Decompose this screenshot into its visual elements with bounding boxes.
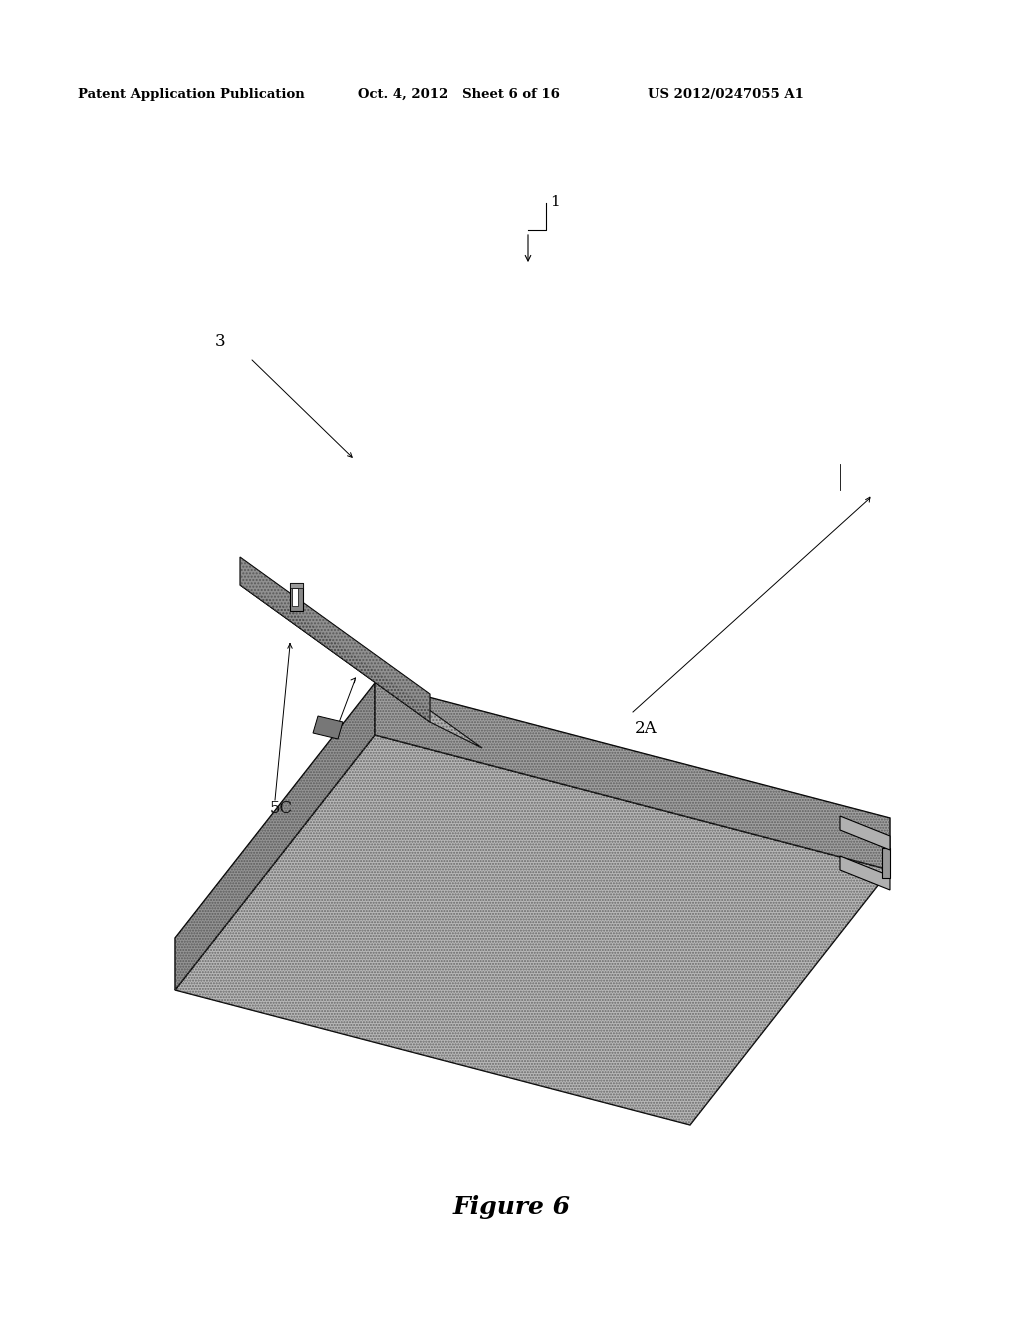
- Text: 1: 1: [550, 195, 560, 209]
- Polygon shape: [292, 587, 298, 606]
- Text: 3: 3: [215, 333, 225, 350]
- Polygon shape: [240, 557, 430, 722]
- Text: 2A: 2A: [635, 719, 657, 737]
- Polygon shape: [313, 715, 343, 739]
- Text: Figure 6: Figure 6: [453, 1195, 571, 1218]
- Polygon shape: [840, 855, 890, 890]
- Polygon shape: [375, 682, 890, 870]
- Text: US 2012/0247055 A1: US 2012/0247055 A1: [648, 88, 804, 102]
- Text: Patent Application Publication: Patent Application Publication: [78, 88, 305, 102]
- Polygon shape: [840, 816, 890, 850]
- Polygon shape: [290, 583, 303, 611]
- Text: Oct. 4, 2012   Sheet 6 of 16: Oct. 4, 2012 Sheet 6 of 16: [358, 88, 560, 102]
- Text: 5C: 5C: [270, 800, 293, 817]
- Polygon shape: [175, 735, 890, 1125]
- Polygon shape: [175, 682, 375, 990]
- Polygon shape: [882, 847, 890, 878]
- Polygon shape: [240, 585, 482, 748]
- Polygon shape: [290, 583, 303, 587]
